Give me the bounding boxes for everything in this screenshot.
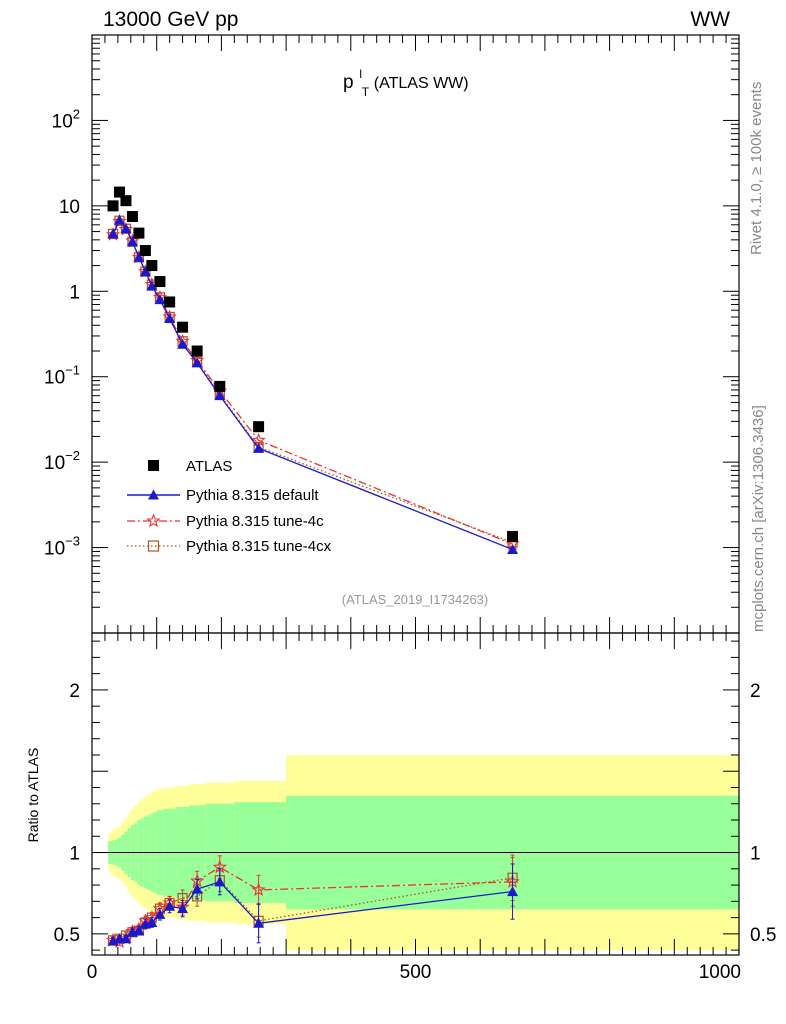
main-point-s1-10 bbox=[191, 357, 203, 368]
main-point-s0-12 bbox=[253, 421, 265, 433]
ratio-point-s0-7 bbox=[154, 908, 166, 919]
legend-marker-atlas bbox=[148, 460, 159, 471]
main-ytick-label-exp: −3 bbox=[65, 534, 80, 549]
rivet-label: Rivet 4.1.0, ≥ 100k events bbox=[748, 82, 765, 255]
main-ytick-label-exp: −1 bbox=[65, 363, 80, 378]
main-point-s1-5 bbox=[139, 266, 151, 277]
main-point-s0-5 bbox=[139, 245, 151, 257]
legend-marker-default bbox=[148, 489, 159, 500]
main-point-s1-9 bbox=[177, 338, 189, 349]
main-point-s0-8 bbox=[164, 296, 176, 308]
main-point-s0-7 bbox=[154, 276, 166, 288]
ratio-point-s0-2 bbox=[120, 933, 132, 944]
mcplots-label: mcplots.cern.ch [arXiv:1306.3436] bbox=[750, 405, 767, 632]
main-point-s1-11 bbox=[214, 390, 226, 401]
main-point-s0-6 bbox=[146, 260, 158, 272]
main-ytick-label-3: 1 bbox=[69, 282, 80, 303]
legend: ATLAS Pythia 8.315 default Pythia 8.315 … bbox=[127, 458, 332, 555]
ratio-ytick-label-left-2: 2 bbox=[69, 681, 80, 702]
ratio-point-s0-11 bbox=[214, 876, 226, 887]
main-ytick-label-4: 10 bbox=[59, 197, 80, 218]
ratio-panel: 0.5 0.5 1 1 2 2 0 500 1000 Ratio to ATLAS bbox=[25, 632, 777, 983]
ratio-point-s0-4 bbox=[133, 925, 145, 936]
ratio-data bbox=[105, 854, 520, 949]
ratio-point-s1-12 bbox=[251, 882, 266, 897]
ratio-point-s0-6 bbox=[146, 916, 158, 927]
main-point-s1-12 bbox=[253, 442, 265, 453]
main-ytick-label-5: 102 bbox=[52, 106, 80, 132]
legend-label-tune4c: Pythia 8.315 tune-4c bbox=[186, 513, 324, 530]
legend-marker-tune4c bbox=[146, 513, 161, 528]
main-point-s0-10 bbox=[191, 345, 203, 357]
main-ticks bbox=[91, 35, 740, 634]
ratio-xtick-label-2: 1000 bbox=[699, 962, 741, 983]
main-point-s0-0 bbox=[107, 200, 119, 212]
header-left-label: 13000 GeV pp bbox=[103, 8, 238, 31]
main-point-s0-11 bbox=[214, 380, 226, 392]
main-point-s0-9 bbox=[177, 321, 189, 333]
ratio-ytick-label-left-0: 0.5 bbox=[54, 925, 80, 946]
main-point-s1-3 bbox=[126, 236, 138, 247]
title-sub: T bbox=[362, 85, 370, 99]
main-point-s0-2 bbox=[120, 195, 132, 207]
main-ytick-label-base: 10 bbox=[44, 539, 65, 560]
main-point-s0-3 bbox=[126, 211, 138, 223]
main-point-s1-13 bbox=[507, 543, 519, 554]
chart-title: p l T (ATLAS WW) bbox=[343, 63, 469, 100]
ratio-xtick-label-0: 0 bbox=[87, 962, 98, 983]
main-ytick-label-exp: −2 bbox=[65, 448, 80, 463]
ratio-xtick-label-1: 500 bbox=[400, 962, 432, 983]
ratio-point-s0-12 bbox=[253, 917, 265, 928]
main-point-s1-7 bbox=[154, 294, 166, 305]
main-point-s0-1 bbox=[113, 186, 125, 198]
main-point-s1-4 bbox=[133, 251, 145, 262]
title-base: p bbox=[343, 72, 354, 93]
header-right-label: WW bbox=[690, 8, 730, 31]
ratio-point-s0-8 bbox=[164, 900, 176, 911]
ratio-ytick-label-left-1: 1 bbox=[69, 844, 80, 865]
main-ytick-label-base: 10 bbox=[52, 111, 73, 132]
main-ytick-label-2: 10−1 bbox=[44, 363, 80, 389]
title-suffix: (ATLAS WW) bbox=[374, 75, 469, 92]
main-point-s0-4 bbox=[133, 227, 145, 239]
ratio-ytick-label-right-1: 1 bbox=[750, 844, 761, 865]
ratio-ytick-label-right-0: 0.5 bbox=[750, 925, 776, 946]
main-data bbox=[105, 186, 520, 554]
main-ytick-label-1: 10−2 bbox=[44, 448, 80, 474]
main-ytick-label-base: 1 bbox=[69, 282, 80, 303]
main-ytick-label-0: 10−3 bbox=[44, 534, 80, 560]
ratio-ticks bbox=[91, 633, 740, 955]
main-ytick-label-base: 10 bbox=[44, 453, 65, 474]
analysis-tag: (ATLAS_2019_I1734263) bbox=[342, 592, 488, 607]
legend-label-default: Pythia 8.315 default bbox=[186, 487, 319, 504]
main-point-s1-0 bbox=[107, 228, 119, 239]
legend-label-atlas: ATLAS bbox=[186, 458, 232, 475]
main-point-s1-2 bbox=[120, 223, 132, 234]
title-sup: l bbox=[359, 67, 362, 81]
main-point-s1-6 bbox=[146, 280, 158, 291]
ratio-point-s0-9 bbox=[177, 903, 189, 914]
main-point-s1-1 bbox=[113, 214, 125, 225]
ratio-ytick-label-right-2: 2 bbox=[750, 681, 761, 702]
main-ytick-label-base: 10 bbox=[44, 368, 65, 389]
ratio-point-s0-10 bbox=[191, 883, 203, 894]
main-point-s0-13 bbox=[507, 530, 519, 542]
main-point-s1-8 bbox=[164, 313, 176, 324]
legend-marker-tune4cx bbox=[147, 540, 160, 552]
ratio-point-s0-13 bbox=[507, 886, 519, 897]
ratio-line-1 bbox=[112, 866, 513, 943]
legend-label-tune4cx: Pythia 8.315 tune-4cx bbox=[186, 538, 332, 555]
ratio-tick-labels: 0.5 0.5 1 1 2 2 0 500 1000 bbox=[54, 681, 777, 983]
main-ytick-label-base: 10 bbox=[59, 197, 80, 218]
ratio-y-axis-label: Ratio to ATLAS bbox=[25, 748, 41, 843]
main-ytick-label-exp: 2 bbox=[73, 106, 80, 121]
